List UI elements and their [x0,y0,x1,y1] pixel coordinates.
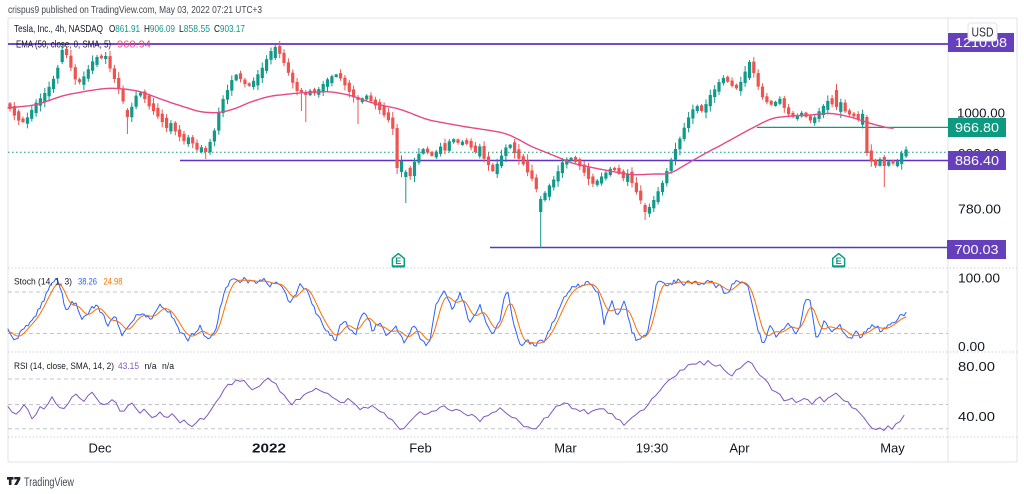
svg-text:May: May [880,441,905,456]
svg-text:Dec: Dec [88,441,112,456]
svg-text:USD: USD [972,26,994,40]
svg-text:Apr: Apr [729,441,750,456]
svg-text:40.00: 40.00 [958,410,995,424]
svg-text:2022: 2022 [252,441,286,456]
svg-text:C903.17: C903.17 [214,23,245,35]
svg-text:0.00: 0.00 [958,340,985,354]
svg-text:EMA (50, close, 0, SMA, 5): EMA (50, close, 0, SMA, 5) [16,40,111,51]
svg-text:960.94: 960.94 [117,40,151,51]
svg-text:38.26: 38.26 [78,277,97,288]
svg-text:L858.55: L858.55 [179,23,210,35]
svg-text:Feb: Feb [409,441,431,456]
svg-text:700.03: 700.03 [955,242,999,257]
svg-text:1000.00: 1000.00 [957,106,1005,120]
svg-text:Stoch (14, 1, 3): Stoch (14, 1, 3) [14,277,72,288]
svg-text:966.80: 966.80 [955,120,999,135]
svg-text:886.40: 886.40 [955,153,999,168]
svg-text:n/a: n/a [145,361,158,372]
svg-text:crispus9 published on TradingV: crispus9 published on TradingView.com, M… [8,4,262,16]
svg-text:TradingView: TradingView [24,477,75,489]
svg-text:24.98: 24.98 [104,277,123,288]
svg-text:Tesla, Inc., 4h, NASDAQ: Tesla, Inc., 4h, NASDAQ [14,23,103,35]
svg-text:E: E [836,256,842,266]
svg-text:80.00: 80.00 [958,360,995,374]
svg-text:O861.91: O861.91 [109,23,140,35]
svg-text:RSI (14, close, SMA, 14, 2): RSI (14, close, SMA, 14, 2) [14,361,114,372]
svg-text:n/a: n/a [162,361,175,372]
svg-text:Mar: Mar [554,441,577,456]
svg-text:100.00: 100.00 [958,272,1000,286]
svg-text:43.15: 43.15 [118,361,139,372]
svg-text:19:30: 19:30 [636,441,669,456]
svg-text:H906.09: H906.09 [144,23,175,35]
svg-text:780.00: 780.00 [958,202,1001,216]
svg-text:E: E [395,256,401,266]
